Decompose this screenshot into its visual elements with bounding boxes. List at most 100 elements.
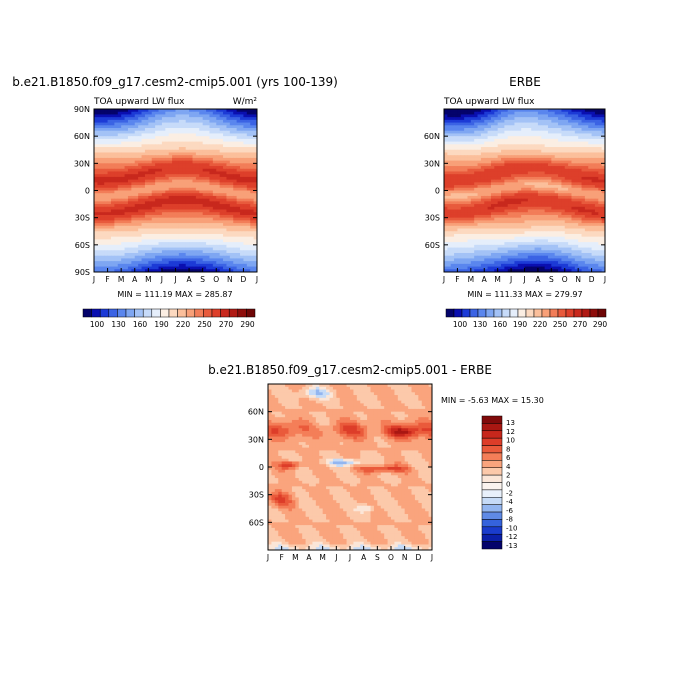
panel-model-cell bbox=[161, 212, 166, 216]
panel-model-cell bbox=[182, 155, 187, 159]
panel-model-cell bbox=[158, 195, 163, 200]
panel-model-cell bbox=[202, 261, 207, 265]
panel-model-cell bbox=[202, 206, 207, 210]
panel-model-cell bbox=[219, 252, 224, 257]
panel-erbe-cell bbox=[591, 168, 596, 172]
panel-model-y-label: 60S bbox=[75, 241, 90, 250]
panel-model-cell bbox=[195, 171, 200, 175]
panel-model-colorbar-swatch bbox=[99, 308, 110, 318]
panel-model-cell bbox=[124, 198, 129, 202]
panel-model-cell bbox=[158, 136, 163, 140]
panel-model-cell bbox=[206, 163, 210, 167]
panel-model-cell bbox=[94, 258, 98, 262]
panel-erbe-cell bbox=[504, 160, 509, 164]
panel-erbe-cell bbox=[464, 155, 468, 159]
panel-model-cell bbox=[97, 114, 102, 118]
panel-model-cell bbox=[151, 128, 156, 132]
panel-model-cell bbox=[172, 242, 176, 246]
panel-model-cell bbox=[185, 122, 190, 126]
panel-model-cell bbox=[107, 220, 112, 224]
panel-model-cell bbox=[212, 187, 217, 191]
panel-erbe-cell bbox=[568, 149, 572, 153]
panel-model-cell bbox=[165, 109, 170, 113]
panel-erbe-cell bbox=[581, 138, 586, 142]
panel-erbe-cell bbox=[480, 163, 485, 167]
panel-erbe-cell bbox=[514, 190, 519, 194]
panel-model-cell bbox=[158, 168, 163, 172]
panel-model-cell bbox=[134, 242, 139, 246]
panel-erbe-cell bbox=[511, 119, 515, 123]
panel-model-cell bbox=[155, 242, 159, 246]
panel-model-cell bbox=[172, 144, 176, 148]
panel-erbe-cell bbox=[531, 147, 535, 151]
panel-model-cell bbox=[148, 261, 153, 265]
panel-model-cell bbox=[209, 247, 214, 251]
panel-model-cell bbox=[185, 242, 190, 246]
panel-model-cell bbox=[199, 269, 204, 273]
panel-erbe-cell bbox=[480, 176, 485, 181]
panel-erbe-cell bbox=[574, 166, 579, 170]
panel-model-cell bbox=[223, 111, 227, 115]
panel-model-cell bbox=[233, 214, 238, 219]
panel-erbe-cell bbox=[547, 204, 552, 208]
panel-erbe-cell bbox=[578, 109, 582, 113]
panel-model-cell bbox=[97, 149, 102, 153]
panel-model-cell bbox=[229, 209, 234, 213]
panel-model-cell bbox=[253, 133, 258, 137]
panel-model-cell bbox=[104, 111, 108, 115]
panel-erbe-cell bbox=[584, 141, 589, 145]
panel-erbe-cell bbox=[521, 117, 525, 121]
panel-model-cell bbox=[240, 133, 244, 137]
panel-erbe-cell bbox=[454, 217, 458, 221]
panel-erbe-cell bbox=[480, 187, 485, 191]
panel-model-cell bbox=[212, 244, 217, 248]
panel-model-cell bbox=[185, 109, 190, 113]
panel-model-cell bbox=[107, 225, 112, 229]
panel-erbe-cell bbox=[598, 198, 603, 202]
panel-model-cell bbox=[223, 185, 227, 189]
panel-erbe-cell bbox=[524, 185, 529, 189]
panel-erbe-cell bbox=[474, 130, 478, 134]
panel-model-cell bbox=[161, 128, 166, 132]
panel-erbe-cell bbox=[571, 149, 576, 153]
panel-erbe-cell bbox=[537, 144, 542, 148]
panel-erbe-cell bbox=[558, 125, 562, 129]
panel-model-cell bbox=[148, 185, 153, 189]
panel-model-cell bbox=[226, 138, 231, 142]
panel-erbe-cell bbox=[598, 114, 603, 118]
panel-erbe-cell bbox=[598, 209, 603, 213]
panel-model-cell bbox=[189, 171, 193, 175]
panel-erbe-cell bbox=[460, 155, 465, 159]
panel-model-cell bbox=[212, 190, 217, 194]
panel-model-cell bbox=[206, 111, 210, 115]
panel-erbe-cell bbox=[584, 144, 589, 148]
panel-erbe-cell bbox=[477, 122, 482, 126]
panel-model-cell bbox=[253, 182, 258, 186]
panel-model-cell bbox=[243, 223, 248, 227]
panel-erbe-cell bbox=[527, 195, 532, 200]
panel-model-x-label: F bbox=[105, 275, 109, 284]
panel-erbe-cell bbox=[464, 193, 468, 197]
panel-model-x-label: J bbox=[92, 275, 95, 284]
panel-erbe-cell bbox=[457, 168, 462, 172]
panel-model-cell bbox=[107, 217, 112, 221]
panel-erbe-cell bbox=[521, 217, 525, 221]
panel-model-cell bbox=[223, 228, 227, 232]
panel-erbe-cell bbox=[558, 133, 562, 137]
panel-erbe-cell bbox=[464, 128, 468, 132]
panel-erbe-cell bbox=[490, 133, 495, 137]
panel-model-cell bbox=[131, 141, 136, 145]
panel-model-cell bbox=[138, 157, 142, 162]
panel-erbe-cell bbox=[537, 130, 542, 134]
panel-model-cell bbox=[226, 130, 231, 134]
panel-erbe-cell bbox=[594, 130, 599, 134]
panel-model-cell bbox=[216, 111, 221, 115]
panel-model-colorbar-swatch bbox=[185, 308, 196, 318]
panel-model-cell bbox=[195, 119, 200, 123]
panel-erbe-cell bbox=[501, 157, 505, 162]
panel-model-cell bbox=[141, 236, 146, 240]
panel-model-cell bbox=[151, 168, 156, 172]
panel-erbe-cell bbox=[444, 128, 448, 132]
panel-model-cell bbox=[189, 122, 193, 126]
panel-model-cell bbox=[243, 160, 248, 164]
